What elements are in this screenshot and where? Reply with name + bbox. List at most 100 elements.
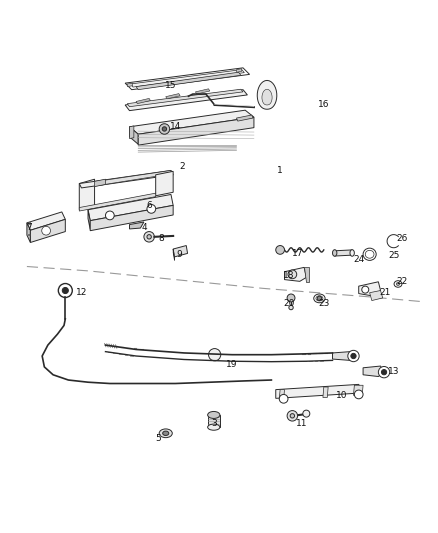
Circle shape bbox=[159, 124, 170, 134]
Text: 9: 9 bbox=[177, 250, 183, 259]
Text: 5: 5 bbox=[155, 434, 161, 443]
Polygon shape bbox=[90, 205, 173, 231]
Ellipse shape bbox=[208, 411, 220, 418]
Circle shape bbox=[317, 296, 321, 301]
Circle shape bbox=[144, 231, 154, 242]
Polygon shape bbox=[237, 69, 242, 72]
Text: 6: 6 bbox=[146, 201, 152, 210]
Polygon shape bbox=[130, 222, 144, 229]
Text: 11: 11 bbox=[296, 419, 308, 428]
Polygon shape bbox=[166, 94, 180, 99]
Polygon shape bbox=[285, 268, 306, 281]
Text: 20: 20 bbox=[283, 299, 294, 308]
Circle shape bbox=[288, 270, 297, 279]
Text: 8: 8 bbox=[159, 233, 164, 243]
Circle shape bbox=[287, 294, 295, 302]
Polygon shape bbox=[363, 366, 384, 376]
Circle shape bbox=[381, 369, 387, 375]
Polygon shape bbox=[276, 384, 361, 398]
Text: 14: 14 bbox=[170, 122, 181, 131]
Polygon shape bbox=[79, 193, 155, 211]
Text: 12: 12 bbox=[76, 288, 87, 297]
Polygon shape bbox=[127, 83, 133, 87]
Polygon shape bbox=[27, 212, 65, 230]
Text: 21: 21 bbox=[379, 288, 391, 297]
Circle shape bbox=[276, 246, 285, 254]
Text: 23: 23 bbox=[318, 299, 329, 308]
Polygon shape bbox=[257, 80, 277, 109]
Ellipse shape bbox=[159, 429, 172, 438]
Circle shape bbox=[351, 353, 356, 359]
Circle shape bbox=[378, 367, 390, 378]
Polygon shape bbox=[95, 179, 106, 187]
Polygon shape bbox=[353, 385, 363, 395]
Polygon shape bbox=[237, 115, 253, 121]
Polygon shape bbox=[173, 249, 174, 261]
Text: 19: 19 bbox=[226, 360, 238, 369]
Polygon shape bbox=[79, 179, 95, 210]
Polygon shape bbox=[79, 171, 173, 188]
Polygon shape bbox=[125, 90, 247, 111]
Polygon shape bbox=[323, 387, 328, 398]
Ellipse shape bbox=[162, 431, 169, 435]
Circle shape bbox=[279, 394, 288, 403]
Text: 7: 7 bbox=[26, 223, 32, 232]
Polygon shape bbox=[279, 390, 285, 399]
Text: 2: 2 bbox=[179, 161, 185, 171]
Circle shape bbox=[289, 305, 293, 310]
Circle shape bbox=[348, 350, 359, 362]
Polygon shape bbox=[30, 220, 65, 243]
Circle shape bbox=[303, 410, 310, 417]
Polygon shape bbox=[173, 246, 187, 257]
Circle shape bbox=[162, 127, 166, 131]
Polygon shape bbox=[28, 222, 30, 224]
Polygon shape bbox=[335, 250, 352, 256]
Polygon shape bbox=[155, 171, 173, 196]
Circle shape bbox=[62, 287, 68, 294]
Polygon shape bbox=[370, 290, 383, 301]
Polygon shape bbox=[131, 70, 244, 87]
Polygon shape bbox=[130, 127, 138, 144]
Polygon shape bbox=[88, 210, 90, 229]
Polygon shape bbox=[97, 171, 171, 185]
Polygon shape bbox=[332, 352, 353, 360]
Text: 1: 1 bbox=[277, 166, 283, 175]
Circle shape bbox=[58, 284, 72, 297]
Circle shape bbox=[290, 414, 294, 418]
Text: 16: 16 bbox=[318, 100, 329, 109]
Circle shape bbox=[354, 390, 363, 399]
Text: 4: 4 bbox=[142, 223, 148, 232]
Polygon shape bbox=[136, 72, 241, 90]
Text: 17: 17 bbox=[292, 249, 304, 258]
Polygon shape bbox=[28, 234, 30, 235]
Polygon shape bbox=[130, 126, 134, 139]
Polygon shape bbox=[304, 268, 308, 282]
Text: 15: 15 bbox=[165, 81, 177, 90]
Circle shape bbox=[147, 235, 151, 239]
Polygon shape bbox=[136, 99, 150, 103]
Text: 22: 22 bbox=[397, 277, 408, 286]
Polygon shape bbox=[130, 110, 254, 134]
Ellipse shape bbox=[332, 249, 337, 256]
Text: 10: 10 bbox=[336, 391, 347, 400]
Circle shape bbox=[287, 410, 297, 421]
Text: 3: 3 bbox=[212, 419, 218, 428]
Ellipse shape bbox=[208, 424, 220, 430]
Text: 24: 24 bbox=[353, 255, 364, 264]
Polygon shape bbox=[195, 89, 210, 94]
Polygon shape bbox=[125, 68, 250, 90]
Polygon shape bbox=[359, 282, 381, 296]
Text: 26: 26 bbox=[397, 233, 408, 243]
Ellipse shape bbox=[350, 249, 354, 256]
Polygon shape bbox=[127, 89, 243, 107]
Circle shape bbox=[208, 349, 221, 361]
Polygon shape bbox=[208, 415, 220, 427]
Text: 13: 13 bbox=[388, 367, 399, 376]
Circle shape bbox=[106, 211, 114, 220]
Polygon shape bbox=[27, 223, 30, 243]
Polygon shape bbox=[262, 89, 272, 105]
Ellipse shape bbox=[396, 282, 400, 286]
Text: 25: 25 bbox=[388, 251, 399, 260]
Polygon shape bbox=[138, 117, 254, 145]
Circle shape bbox=[42, 227, 50, 235]
